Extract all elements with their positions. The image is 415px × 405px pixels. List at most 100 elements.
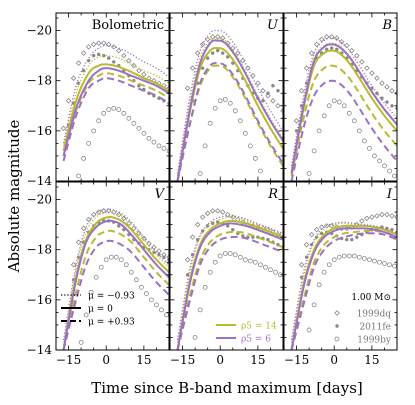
- data-point: [159, 307, 164, 313]
- data-point: [390, 227, 394, 232]
- model-curve-rho14-dotted: [176, 37, 283, 177]
- data-point: [156, 143, 162, 149]
- panel-label: Bolometric: [92, 18, 164, 33]
- legend-label: 1999by: [357, 336, 392, 346]
- data-point: [369, 214, 375, 220]
- data-point: [75, 60, 82, 66]
- x-tick-label: 15: [364, 353, 379, 367]
- legend-label: ρ5 = 14: [241, 322, 277, 332]
- data-point: [76, 173, 81, 179]
- data-point: [379, 211, 385, 218]
- data-point: [199, 214, 206, 220]
- y-tick-label: −16: [27, 293, 52, 307]
- data-point: [166, 254, 169, 260]
- data-point: [194, 221, 201, 228]
- observations-open-diamond: [184, 34, 283, 114]
- legend-title: 1.00 M⊙: [351, 293, 391, 303]
- data-point: [371, 258, 377, 264]
- data-point: [346, 253, 352, 259]
- data-point: [76, 81, 81, 85]
- data-point: [112, 60, 116, 64]
- legend-marker-filled-circle: [335, 324, 339, 328]
- data-point: [96, 118, 102, 124]
- model-curve-rho6-dotted: [62, 44, 169, 144]
- data-point: [341, 253, 347, 259]
- data-point: [252, 156, 258, 161]
- model-curve-rho6-solid: [62, 67, 169, 157]
- panel-frame: [283, 12, 398, 182]
- data-point: [359, 59, 365, 65]
- data-point: [311, 148, 317, 154]
- data-point: [252, 259, 258, 265]
- data-point: [313, 41, 320, 48]
- model-curve-rho14-solid: [62, 63, 169, 152]
- data-point: [219, 209, 226, 215]
- x-tick-label: −15: [284, 353, 309, 367]
- data-point: [374, 213, 380, 219]
- data-point: [60, 125, 67, 132]
- data-point: [222, 251, 228, 256]
- data-point: [121, 110, 127, 116]
- data-point: [113, 254, 119, 260]
- data-point: [131, 120, 137, 126]
- data-point: [202, 143, 208, 149]
- observations-open-circle: [306, 98, 397, 179]
- y-tick-label: −16: [27, 124, 52, 138]
- data-point: [389, 213, 395, 219]
- legend-data: 1.00 M⊙ 1999dq 2011fe 1999by: [334, 293, 392, 346]
- data-point: [247, 258, 253, 264]
- data-point: [101, 110, 107, 116]
- data-point: [356, 254, 362, 260]
- data-point: [257, 168, 263, 174]
- panel-plot-area: [290, 211, 397, 350]
- panel-frame: [55, 12, 170, 182]
- data-point: [83, 312, 89, 318]
- data-point: [330, 46, 334, 50]
- data-point: [321, 269, 327, 275]
- data-point: [276, 89, 280, 93]
- data-point: [111, 105, 117, 111]
- model-curve-rho14-dashed: [62, 72, 169, 157]
- data-point: [116, 107, 122, 112]
- data-point: [364, 215, 370, 222]
- data-point: [212, 259, 218, 265]
- y-tick-label: −18: [27, 74, 52, 88]
- data-point: [271, 84, 275, 88]
- model-curve-rho6-dotted: [290, 221, 397, 341]
- data-point: [207, 269, 213, 275]
- data-point: [341, 103, 347, 109]
- data-point: [164, 312, 169, 318]
- data-point: [260, 225, 266, 232]
- data-point: [146, 135, 152, 141]
- data-point: [328, 34, 335, 40]
- data-point: [355, 235, 359, 239]
- data-point: [110, 44, 117, 50]
- data-point: [354, 52, 360, 59]
- data-point: [245, 65, 251, 71]
- data-point: [212, 105, 218, 111]
- data-point: [98, 264, 104, 270]
- data-point: [338, 39, 345, 45]
- data-point: [192, 335, 198, 340]
- data-point: [80, 50, 87, 56]
- data-point: [197, 171, 203, 176]
- data-point: [377, 158, 382, 164]
- data-point: [108, 254, 114, 260]
- data-point: [298, 261, 305, 268]
- data-point: [184, 256, 191, 263]
- data-point: [389, 87, 395, 94]
- x-tick-label: −15: [170, 353, 195, 367]
- data-point: [65, 97, 72, 104]
- model-curve-rho6-dotted: [176, 29, 283, 174]
- model-curve-rho14-dotted: [62, 211, 169, 346]
- model-curve-rho6-solid: [290, 227, 397, 350]
- y-tick-label: −18: [27, 243, 52, 257]
- panel-plot-area: [176, 208, 283, 350]
- panel-3: B: [283, 12, 398, 182]
- data-point: [133, 277, 139, 283]
- data-point: [91, 53, 96, 58]
- model-curve-rho6-solid: [176, 222, 283, 350]
- legend-label: ρ5 = 6: [241, 335, 271, 345]
- data-point: [138, 284, 144, 290]
